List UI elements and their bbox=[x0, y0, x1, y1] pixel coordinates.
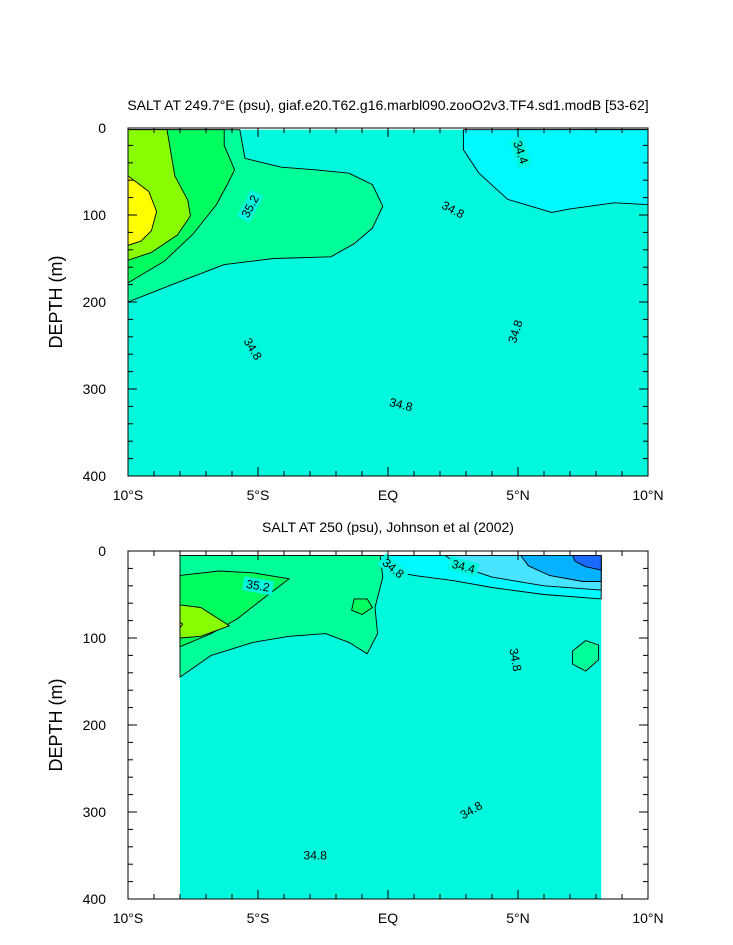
contour-label-bg bbox=[377, 553, 410, 584]
contour-label: 34.8 bbox=[506, 647, 524, 673]
plot-area bbox=[128, 129, 648, 476]
y-tick-label: 300 bbox=[83, 381, 107, 397]
contour-label-bg bbox=[436, 196, 470, 224]
y-tick-label: 200 bbox=[83, 717, 107, 733]
x-tick-label: EQ bbox=[378, 910, 398, 926]
panel-observed-salinity: SALT AT 250 (psu), Johnson et al (2002) … bbox=[46, 519, 664, 926]
contour-label: 34.4 bbox=[450, 557, 476, 577]
x-tick-label: 5°S bbox=[247, 487, 270, 503]
contour-label-bg bbox=[505, 643, 525, 676]
contour-label-bg bbox=[236, 189, 264, 223]
contour-label-bg bbox=[242, 576, 274, 596]
contour-label: 35.2 bbox=[245, 577, 271, 595]
contour-label-bg bbox=[238, 332, 267, 366]
y-tick-label: 0 bbox=[98, 543, 106, 559]
x-tick-label: 5°S bbox=[247, 910, 270, 926]
y-tick-label: 100 bbox=[83, 630, 107, 646]
x-tick-label: 10°N bbox=[632, 910, 663, 926]
contour-label: 34.8 bbox=[304, 849, 328, 863]
panel-model-salinity: SALT AT 249.7°E (psu), giaf.e20.T62.g16.… bbox=[46, 97, 664, 503]
contour-region bbox=[462, 129, 648, 213]
panel-title: SALT AT 249.7°E (psu), giaf.e20.T62.g16.… bbox=[127, 97, 648, 113]
contour-label-bg bbox=[454, 796, 488, 824]
y-tick-label: 0 bbox=[98, 120, 106, 136]
x-tick-label: 10°N bbox=[632, 487, 663, 503]
x-tick-label: 5°N bbox=[506, 910, 530, 926]
panel-title: SALT AT 250 (psu), Johnson et al (2002) bbox=[262, 519, 514, 535]
x-tick-label: 10°S bbox=[113, 487, 144, 503]
contour-label: 34.4 bbox=[510, 139, 531, 166]
y-tick-label: 400 bbox=[83, 468, 107, 484]
axis-ticks: 10°S 5°S EQ 5°N 10°N 0 100 200 300 400 bbox=[83, 120, 664, 503]
y-tick-label: 200 bbox=[83, 294, 107, 310]
y-axis-label: DEPTH (m) bbox=[46, 679, 66, 772]
contour-region bbox=[351, 598, 373, 615]
contour-region bbox=[128, 175, 158, 246]
contour-labels: 35.234.8 34.434.834.834.8 bbox=[242, 553, 525, 863]
contour-label: 34.8 bbox=[388, 395, 414, 414]
contour-region bbox=[179, 604, 230, 639]
contour-label-bg bbox=[300, 848, 331, 863]
x-tick-label: EQ bbox=[378, 487, 398, 503]
y-axis-label: DEPTH (m) bbox=[46, 256, 66, 349]
contour-label-bg bbox=[509, 135, 532, 169]
y-tick-label: 300 bbox=[83, 804, 107, 820]
y-tick-label: 400 bbox=[83, 891, 107, 907]
x-tick-label: 5°N bbox=[506, 487, 530, 503]
x-tick-label: 10°S bbox=[113, 910, 144, 926]
contour-label-bg bbox=[447, 556, 480, 578]
contour-label: 34.8 bbox=[505, 318, 526, 345]
contour-region bbox=[572, 640, 600, 672]
contour-region bbox=[179, 621, 184, 629]
axis-ticks: 10°S 5°S EQ 5°N 10°N 0 100 200 300 400 bbox=[83, 543, 664, 926]
contour-label-bg bbox=[384, 394, 418, 416]
plot-area bbox=[179, 554, 602, 899]
y-tick-label: 100 bbox=[83, 207, 107, 223]
contour-label-bg bbox=[504, 315, 527, 349]
